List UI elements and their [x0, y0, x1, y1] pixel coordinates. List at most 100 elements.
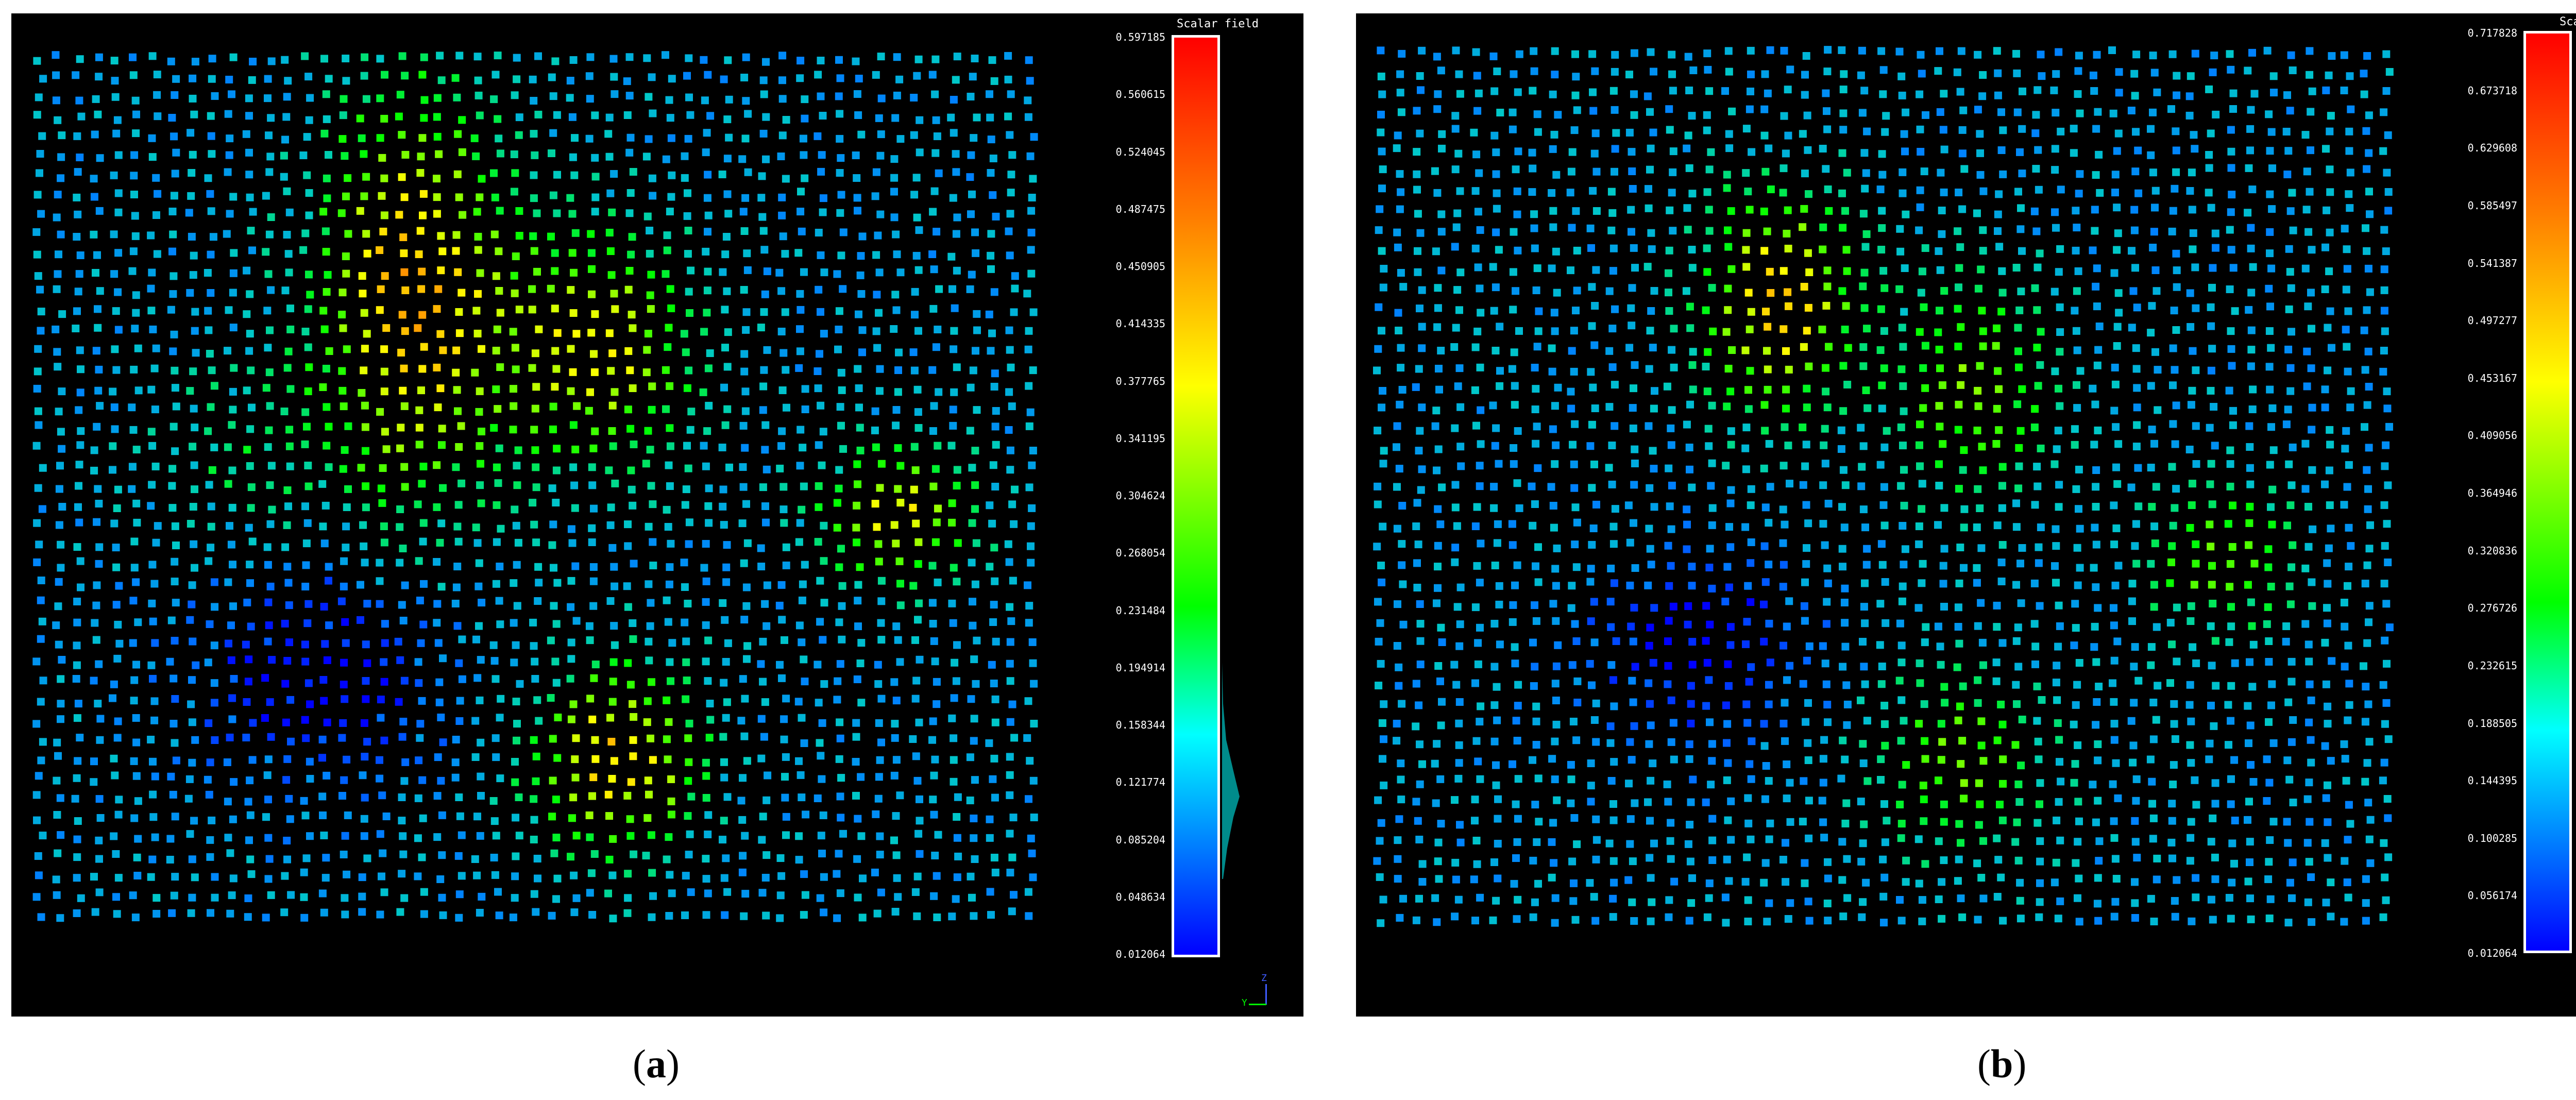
point-marker — [94, 324, 102, 332]
point-marker — [454, 537, 463, 546]
point-marker — [380, 658, 388, 666]
point-marker — [2322, 145, 2330, 153]
point-marker — [1901, 545, 1909, 553]
point-marker — [1901, 264, 1909, 272]
point-marker — [1994, 856, 2003, 864]
point-marker — [189, 94, 197, 103]
point-marker — [1373, 366, 1381, 375]
point-marker — [1918, 917, 1926, 925]
point-marker — [2361, 718, 2369, 726]
point-marker — [471, 717, 480, 725]
point-marker — [1529, 521, 1537, 530]
point-marker — [916, 116, 924, 124]
point-marker — [473, 539, 482, 547]
point-marker — [1722, 701, 1730, 709]
point-marker — [589, 444, 598, 452]
point-marker — [1475, 169, 1483, 177]
point-marker — [1823, 701, 1832, 709]
point-marker — [1548, 189, 1556, 197]
point-marker — [1629, 185, 1637, 193]
point-marker — [1688, 190, 1697, 198]
point-marker — [877, 460, 886, 468]
point-marker — [2362, 917, 2370, 925]
point-marker — [2270, 89, 2278, 97]
point-marker — [2287, 481, 2296, 489]
point-marker — [1514, 246, 1522, 255]
point-marker — [72, 325, 80, 332]
point-marker — [398, 131, 406, 139]
point-marker — [455, 308, 463, 316]
point-marker — [2269, 446, 2278, 454]
point-marker — [2385, 422, 2393, 431]
point-marker — [58, 310, 66, 318]
point-marker — [913, 72, 921, 80]
point-marker — [169, 347, 177, 356]
point-marker — [1588, 50, 1597, 58]
point-marker — [686, 309, 693, 317]
point-marker — [761, 446, 769, 454]
point-marker — [1027, 207, 1036, 215]
point-marker — [283, 364, 292, 372]
point-marker — [1471, 522, 1480, 530]
point-marker — [2249, 263, 2257, 271]
point-marker — [757, 754, 766, 763]
point-marker — [223, 230, 231, 238]
point-marker — [325, 151, 332, 159]
point-marker — [1609, 522, 1618, 531]
point-marker — [1799, 223, 1807, 231]
point-marker — [570, 871, 578, 879]
point-marker — [911, 636, 919, 644]
point-marker — [361, 753, 369, 761]
point-marker — [742, 583, 751, 591]
point-marker — [761, 421, 770, 429]
point-marker — [591, 208, 599, 216]
point-marker — [263, 771, 272, 780]
point-marker — [1958, 913, 1967, 921]
point-marker — [645, 790, 653, 799]
point-marker — [1897, 365, 1906, 374]
point-marker — [1765, 144, 1773, 153]
point-marker — [130, 697, 138, 705]
point-marker — [644, 427, 652, 435]
point-marker — [1647, 721, 1655, 730]
point-marker — [1528, 188, 1536, 196]
point-marker — [948, 285, 956, 293]
point-marker — [1780, 462, 1788, 470]
point-marker — [1937, 720, 1945, 728]
point-marker — [2285, 775, 2294, 784]
point-marker — [533, 209, 541, 217]
point-marker — [2073, 381, 2080, 389]
point-marker — [496, 207, 504, 215]
point-marker — [172, 402, 180, 411]
point-marker — [1416, 600, 1424, 608]
point-marker — [1993, 893, 2002, 901]
point-marker — [244, 678, 252, 686]
point-marker — [2207, 622, 2215, 630]
point-marker — [1881, 741, 1889, 750]
point-marker — [2150, 603, 2158, 611]
point-marker — [1416, 72, 1424, 80]
point-marker — [452, 368, 460, 377]
point-marker — [433, 193, 441, 201]
point-marker — [1762, 762, 1770, 770]
point-marker — [2113, 147, 2121, 155]
point-marker — [1607, 623, 1615, 631]
point-marker — [1993, 736, 2002, 744]
point-marker — [436, 52, 444, 60]
point-marker — [1824, 874, 1832, 883]
point-marker — [2247, 244, 2255, 252]
point-marker — [305, 270, 313, 279]
point-marker — [664, 755, 672, 764]
point-marker — [2152, 716, 2160, 724]
point-marker — [1591, 917, 1600, 925]
point-marker — [2115, 309, 2123, 317]
colorbar-tick-label: 0.194914 — [1115, 661, 1165, 674]
point-marker — [492, 580, 500, 588]
point-marker — [415, 756, 423, 765]
point-marker — [569, 56, 578, 64]
colorbar-tick-label: 0.585497 — [2467, 199, 2517, 212]
point-marker — [2018, 170, 2026, 178]
point-marker — [245, 148, 253, 157]
point-marker — [668, 75, 676, 83]
point-marker — [1822, 620, 1831, 628]
